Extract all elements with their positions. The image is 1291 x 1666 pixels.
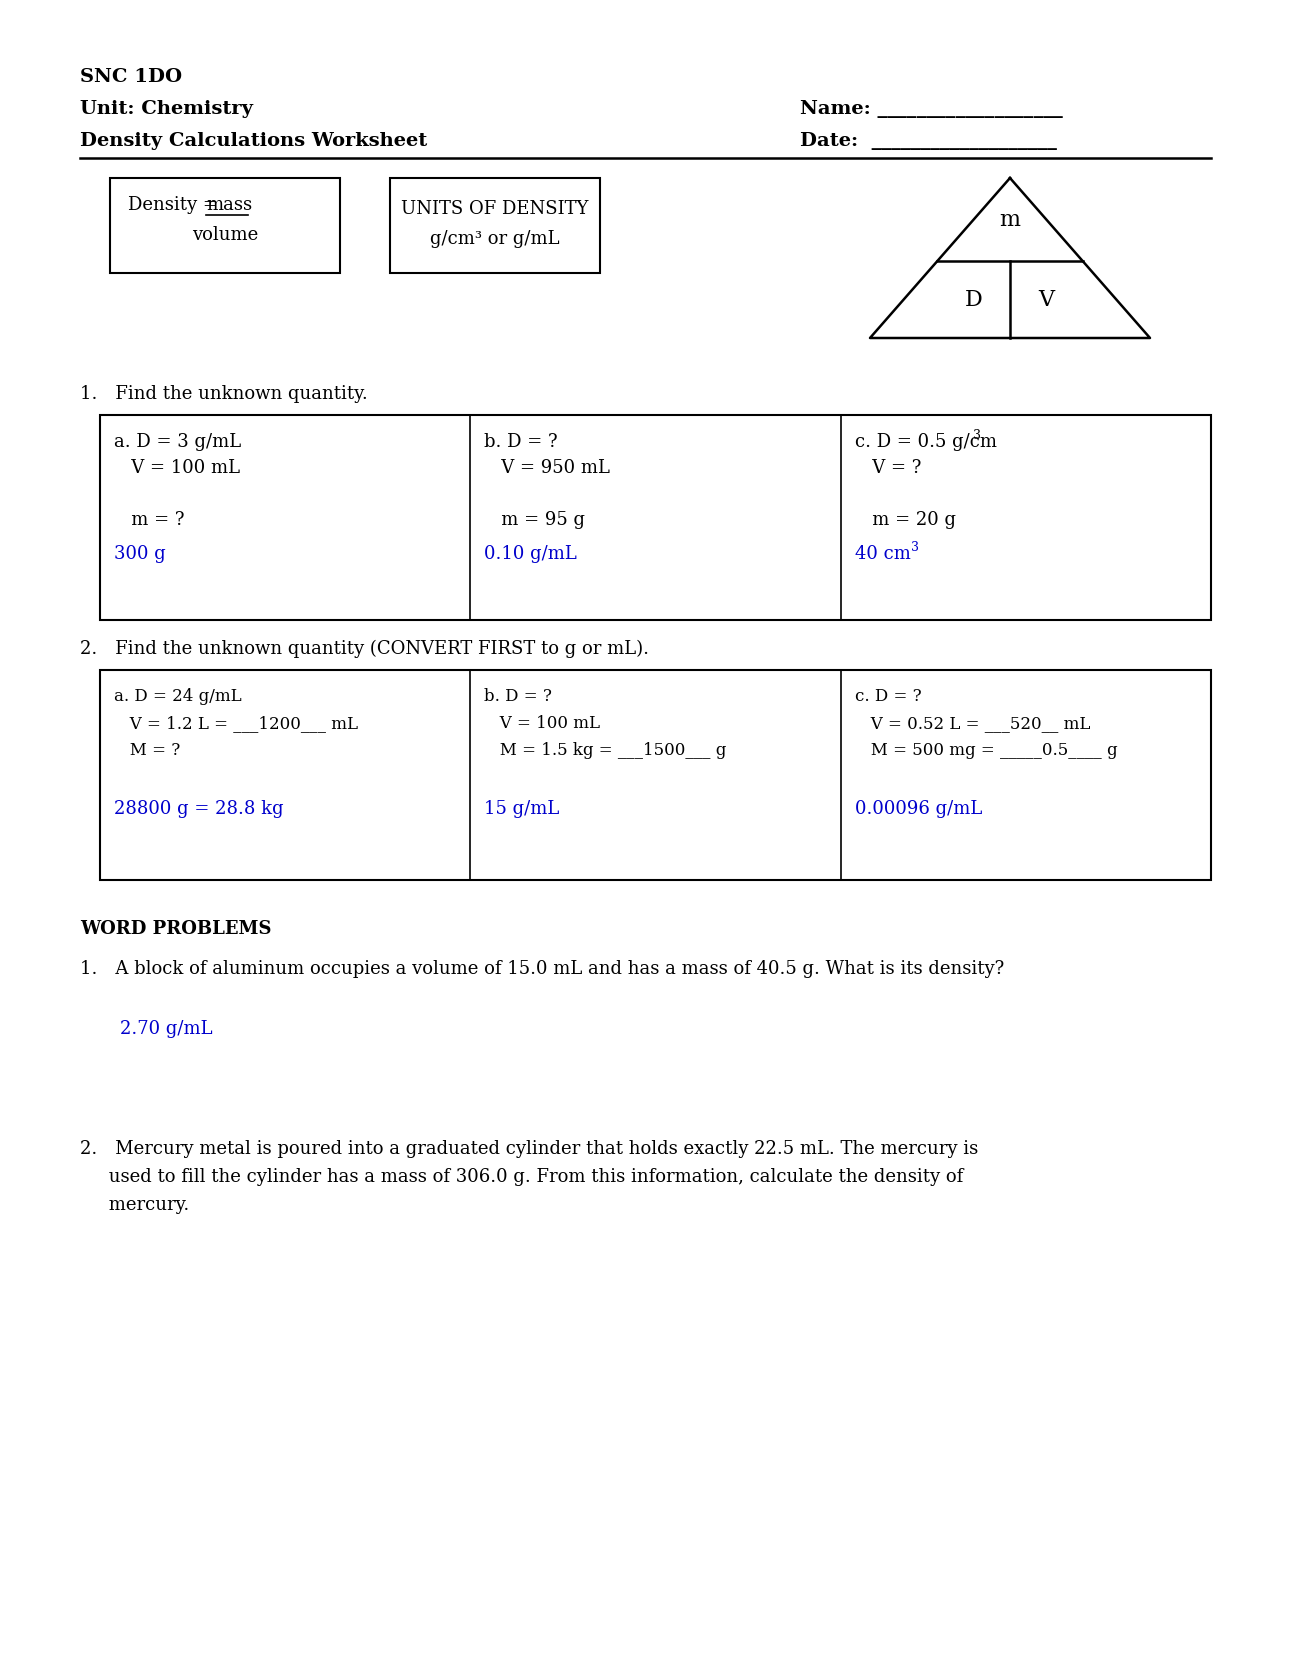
Text: g/cm³ or g/mL: g/cm³ or g/mL bbox=[430, 230, 560, 248]
Text: V: V bbox=[1038, 288, 1055, 310]
Text: 2.70 g/mL: 2.70 g/mL bbox=[120, 1020, 213, 1038]
Bar bbox=[99, 670, 1211, 880]
Bar bbox=[390, 178, 600, 273]
Text: UNITS OF DENSITY: UNITS OF DENSITY bbox=[402, 200, 589, 218]
Text: M = ?: M = ? bbox=[114, 741, 181, 760]
Text: m = 20 g: m = 20 g bbox=[855, 511, 955, 530]
Text: 1. A block of aluminum occupies a volume of 15.0 mL and has a mass of 40.5 g. Wh: 1. A block of aluminum occupies a volume… bbox=[80, 960, 1004, 978]
Text: c. D = ?: c. D = ? bbox=[855, 688, 922, 705]
Text: V = ?: V = ? bbox=[855, 460, 920, 476]
Text: m = 95 g: m = 95 g bbox=[484, 511, 585, 530]
Text: M = 1.5 kg = ___1500___ g: M = 1.5 kg = ___1500___ g bbox=[484, 741, 727, 760]
Text: 300 g: 300 g bbox=[114, 545, 165, 563]
Text: WORD PROBLEMS: WORD PROBLEMS bbox=[80, 920, 271, 938]
Text: Density Calculations Worksheet: Density Calculations Worksheet bbox=[80, 132, 427, 150]
Text: V = 1.2 L = ___1200___ mL: V = 1.2 L = ___1200___ mL bbox=[114, 715, 358, 731]
Text: V = 950 mL: V = 950 mL bbox=[484, 460, 611, 476]
Text: volume: volume bbox=[192, 227, 258, 243]
Text: M = 500 mg = _____0.5____ g: M = 500 mg = _____0.5____ g bbox=[855, 741, 1117, 760]
Text: 2. Mercury metal is poured into a graduated cylinder that holds exactly 22.5 mL.: 2. Mercury metal is poured into a gradua… bbox=[80, 1140, 979, 1158]
Text: b. D = ?: b. D = ? bbox=[484, 688, 553, 705]
Text: 2. Find the unknown quantity (CONVERT FIRST to g or mL).: 2. Find the unknown quantity (CONVERT FI… bbox=[80, 640, 649, 658]
Text: 3: 3 bbox=[910, 541, 919, 555]
Text: V = 0.52 L = ___520__ mL: V = 0.52 L = ___520__ mL bbox=[855, 715, 1090, 731]
Text: V = 100 mL: V = 100 mL bbox=[114, 460, 240, 476]
Text: mass: mass bbox=[207, 197, 252, 213]
Text: c. D = 0.5 g/cm: c. D = 0.5 g/cm bbox=[855, 433, 997, 451]
Text: 15 g/mL: 15 g/mL bbox=[484, 800, 559, 818]
Text: a. D = 24 g/mL: a. D = 24 g/mL bbox=[114, 688, 241, 705]
Text: 40 cm: 40 cm bbox=[855, 545, 910, 563]
Bar bbox=[110, 178, 340, 273]
Text: V = 100 mL: V = 100 mL bbox=[484, 715, 600, 731]
Text: Name: ___________________: Name: ___________________ bbox=[800, 100, 1062, 118]
Bar bbox=[99, 415, 1211, 620]
Text: a. D = 3 g/mL: a. D = 3 g/mL bbox=[114, 433, 241, 451]
Text: SNC 1DO: SNC 1DO bbox=[80, 68, 182, 87]
Text: 0.10 g/mL: 0.10 g/mL bbox=[484, 545, 577, 563]
Text: 0.00096 g/mL: 0.00096 g/mL bbox=[855, 800, 982, 818]
Text: Unit: Chemistry: Unit: Chemistry bbox=[80, 100, 253, 118]
Text: b. D = ?: b. D = ? bbox=[484, 433, 558, 451]
Text: Density =: Density = bbox=[128, 197, 223, 213]
Text: mercury.: mercury. bbox=[80, 1196, 190, 1215]
Text: 28800 g = 28.8 kg: 28800 g = 28.8 kg bbox=[114, 800, 284, 818]
Text: 3: 3 bbox=[972, 430, 981, 441]
Text: Date:  ___________________: Date: ___________________ bbox=[800, 132, 1057, 150]
Text: m: m bbox=[999, 208, 1020, 230]
Text: m = ?: m = ? bbox=[114, 511, 185, 530]
Text: D: D bbox=[964, 288, 982, 310]
Text: 1. Find the unknown quantity.: 1. Find the unknown quantity. bbox=[80, 385, 368, 403]
Text: used to fill the cylinder has a mass of 306.0 g. From this information, calculat: used to fill the cylinder has a mass of … bbox=[80, 1168, 963, 1186]
